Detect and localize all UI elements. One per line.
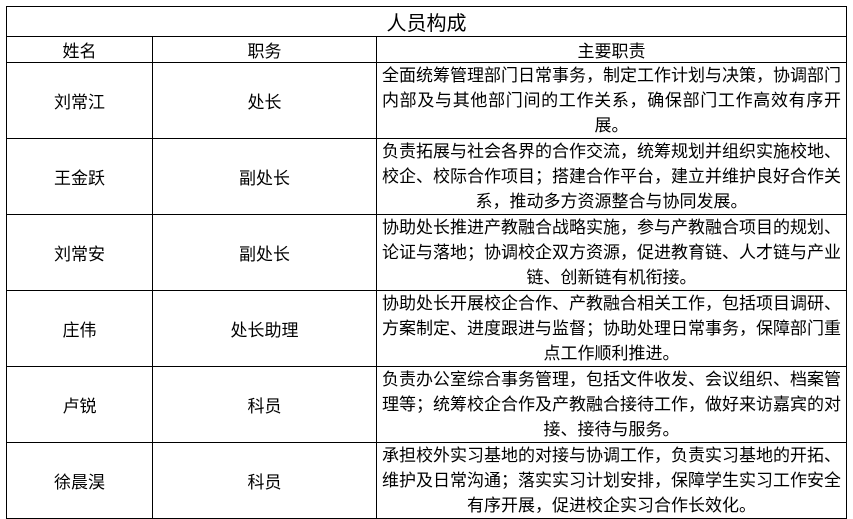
- staff-row: 徐晨淏 科员 承担校外实习基地的对接与协调工作，负责实习基地的开拓、维护及日常沟通；…: [6, 442, 848, 519]
- header-row: 姓名 职务 主要职责: [6, 36, 848, 63]
- position-cell: 副处长: [152, 138, 377, 215]
- name-cell: 王金跃: [6, 138, 153, 215]
- duty-cell: 承担校外实习基地的对接与协调工作，负责实习基地的开拓、维护及日常沟通；落实实习计…: [375, 442, 848, 519]
- position-cell: 处长: [152, 62, 377, 139]
- staff-row: 庄伟 处长助理 协助处长开展校企合作、产教融合相关工作，包括项目调研、方案制定、进度…: [6, 290, 848, 367]
- column-header: 主要职责: [375, 36, 848, 63]
- table-title: 人员构成: [5, 6, 848, 37]
- position-cell: 科员: [152, 366, 377, 443]
- name-cell: 刘常江: [6, 62, 153, 139]
- column-header: 职务: [152, 36, 377, 63]
- position-cell: 处长助理: [152, 290, 377, 367]
- name-cell: 卢锐: [6, 366, 153, 443]
- name-cell: 刘常安: [6, 214, 153, 291]
- staff-table: 人员构成 姓名 职务 主要职责 刘常江 处长 全面统筹管理部门日常事务，制定工作计划与决策…: [5, 6, 848, 519]
- duty-cell: 全面统筹管理部门日常事务，制定工作计划与决策，协调部门内部及与其他部门间的工作关…: [375, 62, 848, 139]
- staff-row: 刘常安 副处长 协助处长推进产教融合战略实施，参与产教融合项目的规划、论证与落地；协…: [6, 214, 848, 291]
- duty-cell: 协助处长推进产教融合战略实施，参与产教融合项目的规划、论证与落地；协调校企双方资…: [375, 214, 848, 291]
- position-cell: 科员: [152, 442, 377, 519]
- name-cell: 庄伟: [6, 290, 153, 367]
- staff-row: 刘常江 处长 全面统筹管理部门日常事务，制定工作计划与决策，协调部门内部及与其他部门…: [6, 62, 848, 139]
- name-cell: 徐晨淏: [6, 442, 153, 519]
- column-header: 姓名: [6, 36, 153, 63]
- duty-cell: 负责拓展与社会各界的合作交流，统筹规划并组织实施校地、校企、校际合作项目；搭建合…: [375, 138, 848, 215]
- position-cell: 副处长: [152, 214, 377, 291]
- staff-row: 王金跃 副处长 负责拓展与社会各界的合作交流，统筹规划并组织实施校地、校企、校际合作…: [6, 138, 848, 215]
- title-row: 人员构成: [5, 6, 848, 37]
- staff-row: 卢锐 科员 负责办公室综合事务管理，包括文件收发、会议组织、档案管理等；统筹校企合作…: [6, 366, 848, 443]
- duty-cell: 协助处长开展校企合作、产教融合相关工作，包括项目调研、方案制定、进度跟进与监督；…: [375, 290, 848, 367]
- duty-cell: 负责办公室综合事务管理，包括文件收发、会议组织、档案管理等；统筹校企合作及产教融…: [375, 366, 848, 443]
